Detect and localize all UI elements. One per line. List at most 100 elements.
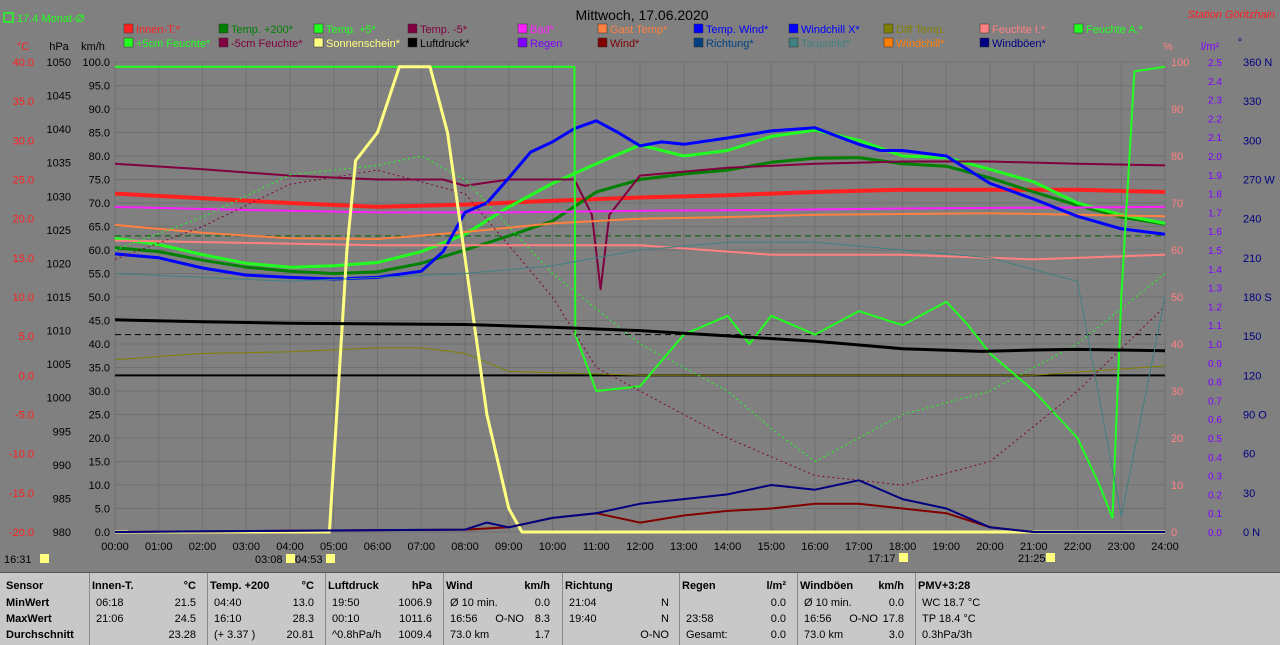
hpa-tick-label: 995	[53, 426, 71, 438]
hpa-tick-label: 980	[53, 527, 71, 539]
summary-cell: WC 18.7 °C	[922, 597, 981, 609]
kmh-tick-label: 50.0	[89, 292, 110, 304]
kmh-tick-label: 75.0	[89, 175, 110, 187]
summary-section-unit: °C	[301, 580, 314, 592]
pct-tick-label: 10	[1171, 480, 1183, 492]
legend-label: Gast Temp*	[610, 24, 668, 36]
summary-section-title: Sensor	[6, 580, 44, 592]
time-marker-label: 04:53	[295, 554, 323, 566]
time-tick-label: 00:00	[101, 541, 129, 553]
summary-section-unit: km/h	[524, 580, 550, 592]
kmh-tick-label: 80.0	[89, 151, 110, 163]
summary-separator	[443, 573, 444, 645]
legend-label: Sonnenschein*	[326, 38, 401, 50]
rain-tick-label: 2.2	[1208, 114, 1222, 125]
unit-hpa: hPa	[49, 41, 69, 53]
legend-label: -5cm Feuchte*	[231, 38, 303, 50]
time-tick-label: 02:00	[189, 541, 217, 553]
summary-separator	[325, 573, 326, 645]
summary-cell: 16:56	[450, 613, 478, 625]
dir-tick-label: 360 N	[1243, 57, 1272, 69]
legend-swatch	[313, 23, 324, 34]
series-line	[114, 169, 1166, 486]
time-tick-label: 16:00	[801, 541, 829, 553]
rain-tick-label: 1.0	[1208, 340, 1222, 351]
summary-cell: 1006.9	[398, 597, 432, 609]
legend-swatch	[788, 37, 799, 48]
summary-section-title: Temp. +200	[210, 580, 270, 592]
kmh-tick-label: 0.0	[95, 527, 110, 539]
kmh-tick-label: 35.0	[89, 363, 110, 375]
summary-section-title: Wind	[446, 580, 473, 592]
rain-tick-label: 1.8	[1208, 190, 1222, 201]
legend-swatch	[123, 23, 134, 34]
pct-tick-label: 50	[1171, 292, 1183, 304]
summary-section-title: Luftdruck	[328, 580, 379, 592]
summary-cell: 23:58	[686, 613, 714, 625]
summary-cell: 17.8	[882, 613, 904, 625]
summary-cell: N	[661, 597, 669, 609]
summary-cell: O-NO	[495, 613, 524, 625]
time-tick-label: 22:00	[1064, 541, 1092, 553]
time-marker-label: 16:31	[4, 554, 32, 566]
time-axis: 00:00 01:00 02:00 03:00 04:00 05:00 06:00 07:00…	[101, 541, 1179, 553]
legend-swatch	[517, 23, 528, 34]
chart-header: 17.4 Monat-Ø Mittwoch, 17.06.2020 Statio…	[3, 7, 1275, 53]
kmh-tick-label: 85.0	[89, 128, 110, 140]
legend-swatch	[979, 23, 990, 34]
summary-section-title: Regen	[682, 580, 716, 592]
time-tick-label: 10:00	[539, 541, 567, 553]
kmh-tick-label: 70.0	[89, 198, 110, 210]
legend-label: Innen-T.*	[136, 24, 181, 36]
kmh-tick-label: 90.0	[89, 104, 110, 116]
summary-cell: 21:04	[569, 597, 597, 609]
dir-tick-label: 210	[1243, 253, 1261, 265]
rain-tick-label: 0.4	[1208, 453, 1222, 464]
temp-tick-label: 25.0	[13, 175, 34, 187]
pct-tick-label: 20	[1171, 433, 1183, 445]
summary-cell: 1009.4	[398, 629, 432, 641]
weather-chart-panel: 40.0 35.0 30.0 25.0 20.0 15.0 10.0 5.0 0.0 -5.0 -1…	[3, 7, 1275, 566]
series-line	[114, 347, 1166, 376]
kmh-tick-label: 20.0	[89, 433, 110, 445]
legend-swatch	[1073, 23, 1084, 34]
summary-section-title: PMV+3:28	[918, 580, 971, 592]
pct-tick-label: 70	[1171, 198, 1183, 210]
left-axes: 40.0 35.0 30.0 25.0 20.0 15.0 10.0 5.0 0.0 -5.0 -1…	[9, 57, 110, 539]
time-tick-label: 01:00	[145, 541, 173, 553]
temp-tick-label: 20.0	[13, 214, 34, 226]
summary-section-unit: km/h	[878, 580, 904, 592]
summary-separator	[915, 573, 916, 645]
summary-cell: Ø 10 min.	[450, 597, 498, 609]
summary-section-title: Windböen	[800, 580, 854, 592]
rain-tick-label: 0.5	[1208, 434, 1222, 445]
time-tick-label: 04:00	[276, 541, 304, 553]
temp-tick-label: 15.0	[13, 253, 34, 265]
kmh-tick-label: 25.0	[89, 410, 110, 422]
legend-label: Taupunkt*	[801, 38, 851, 50]
summary-cell: Gesamt:	[686, 629, 728, 641]
unit-degc: °C	[17, 41, 29, 53]
summary-cell: 21:06	[96, 613, 124, 625]
summary-section-unit: °C	[183, 580, 196, 592]
series-line	[114, 156, 1166, 275]
time-tick-label: 11:00	[583, 541, 610, 553]
legend-swatch	[407, 23, 418, 34]
summary-section-title: Innen-T.	[92, 580, 134, 592]
legend-label: Richtung*	[706, 38, 754, 50]
hpa-tick-label: 1040	[47, 124, 71, 136]
pct-tick-label: 0	[1171, 527, 1177, 539]
kmh-tick-label: 10.0	[89, 480, 110, 492]
summary-cell: 13.0	[292, 597, 314, 609]
series-line	[114, 160, 1166, 291]
summary-cell: 00:10	[332, 613, 360, 625]
legend-label: Bad*	[530, 24, 555, 36]
rain-tick-label: 2.3	[1208, 96, 1222, 107]
grid	[114, 61, 1166, 533]
time-tick-label: 03:00	[232, 541, 260, 553]
series-line	[114, 479, 1165, 533]
temp-tick-label: -10.0	[9, 449, 34, 461]
temp-tick-label: 40.0	[13, 57, 34, 69]
legend-label: Diff Temp.	[896, 24, 945, 36]
pct-tick-label: 80	[1171, 151, 1183, 163]
